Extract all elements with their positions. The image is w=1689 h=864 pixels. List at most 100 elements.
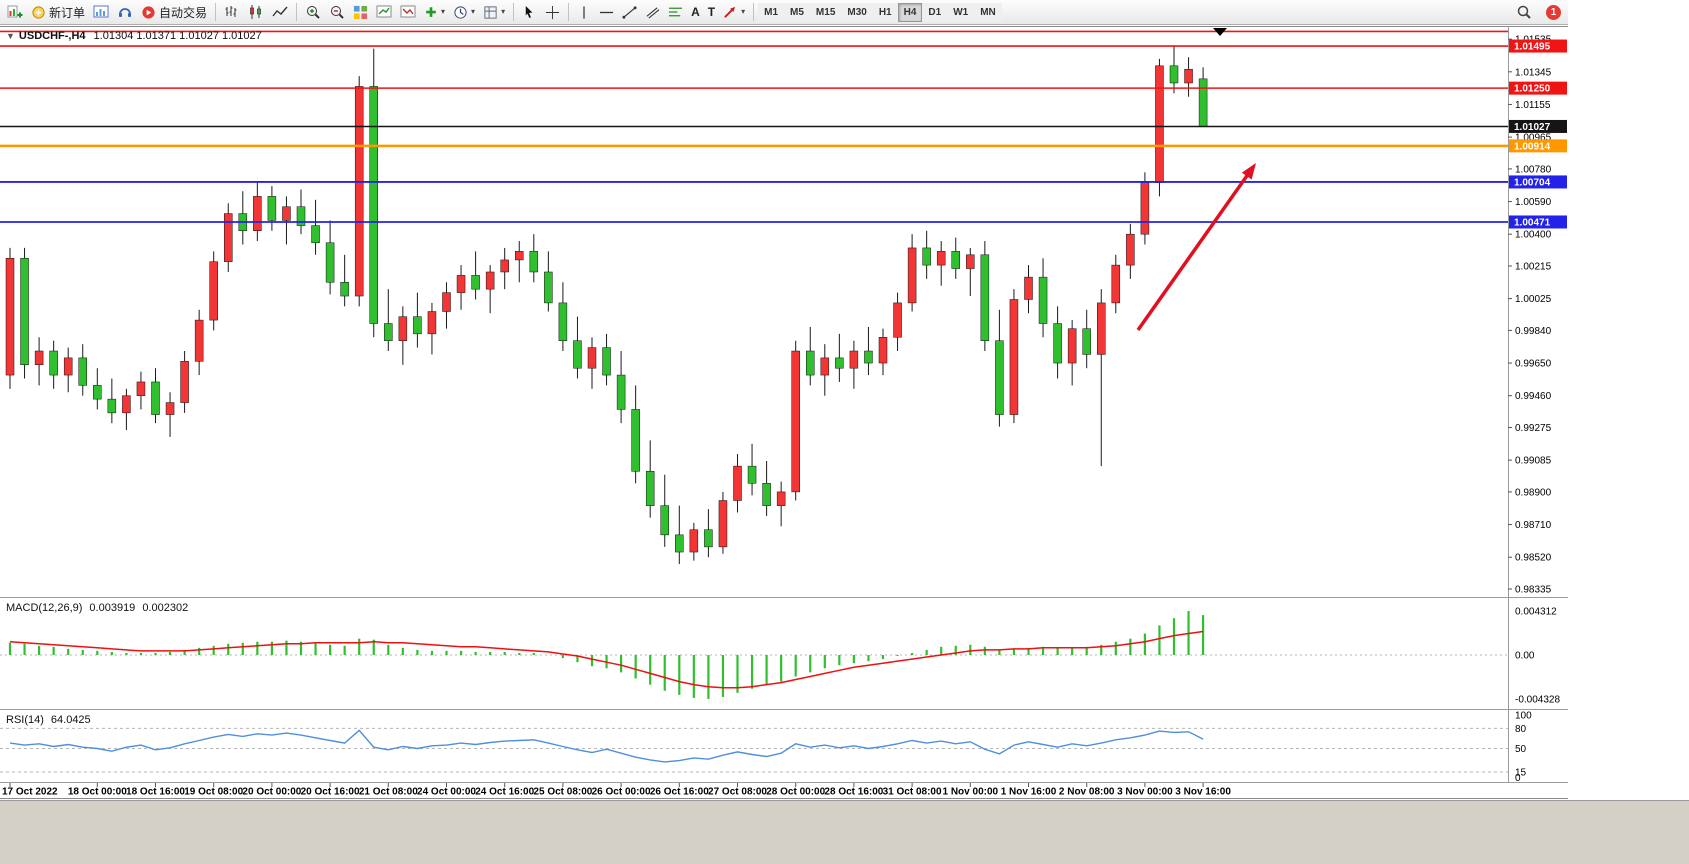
mt4-window: 新订单 自动交易 <box>0 0 1568 800</box>
chart-frame <box>0 26 1568 800</box>
svg-text:1.01027: 1.01027 <box>1514 122 1551 133</box>
svg-text:1.00965: 1.00965 <box>1515 133 1552 144</box>
timeframe-m1-button[interactable]: M1 <box>758 2 785 22</box>
trendline-button[interactable] <box>618 2 641 23</box>
collapse-icon[interactable]: ▼ <box>6 31 15 41</box>
search-button[interactable] <box>1512 2 1536 23</box>
chevron-down-icon: ▾ <box>471 7 476 16</box>
timeframe-h1-button[interactable]: H1 <box>872 2 898 22</box>
data-window-icon <box>400 4 416 20</box>
svg-text:0.00: 0.00 <box>1515 651 1535 662</box>
horizontal-line-icon <box>599 5 614 20</box>
svg-text:1.01155: 1.01155 <box>1515 100 1551 111</box>
bar-chart-button[interactable] <box>220 2 244 23</box>
down-triangle-marker[interactable] <box>1213 28 1227 36</box>
order-icon <box>31 5 46 20</box>
timeframe-m15-button[interactable]: M15 <box>809 2 842 22</box>
rsi-label: RSI(14) <box>6 714 44 726</box>
zoom-out-button[interactable] <box>325 2 349 23</box>
arrow-object-icon <box>723 5 738 20</box>
svg-text:17 Oct 2022: 17 Oct 2022 <box>2 787 58 798</box>
svg-text:20 Oct 00:00: 20 Oct 00:00 <box>242 787 301 798</box>
indicator-chart-icon <box>376 4 392 20</box>
macd-main-value: 0.003919 <box>89 602 136 614</box>
svg-text:0.99840: 0.99840 <box>1515 326 1552 337</box>
toolbar: 新订单 自动交易 <box>0 0 1568 25</box>
timeframe-mn-button[interactable]: MN <box>974 2 1002 22</box>
autotrade-button[interactable]: 自动交易 <box>137 2 211 23</box>
time-axis[interactable]: 17 Oct 2022 18 Oct 00:00 18 Oct 16:00 19 Oc… <box>2 783 1231 798</box>
new-order-button[interactable]: 新订单 <box>27 2 89 23</box>
timeframe-m30-button[interactable]: M30 <box>841 2 873 22</box>
macd-pane: 0.004312 0.00 -0.004328 <box>0 606 1560 706</box>
indicators-window-button[interactable] <box>372 2 396 23</box>
svg-text:25 Oct 08:00: 25 Oct 08:00 <box>533 787 592 798</box>
period-button[interactable]: ▾ <box>449 2 479 23</box>
timeframe-w1-button[interactable]: W1 <box>947 2 975 22</box>
svg-text:24 Oct 00:00: 24 Oct 00:00 <box>417 787 476 798</box>
crosshair-button[interactable] <box>541 2 564 23</box>
chevron-down-icon: ▾ <box>741 7 746 16</box>
svg-text:0.99650: 0.99650 <box>1515 359 1552 370</box>
tile-windows-button[interactable] <box>349 2 372 23</box>
svg-text:28 Oct 00:00: 28 Oct 00:00 <box>766 787 825 798</box>
price-axis[interactable]: 1.015351.013451.011551.009651.007801.005… <box>1508 35 1552 596</box>
toolbar-separator <box>513 3 515 21</box>
search-icon <box>1516 4 1532 20</box>
price-line-label <box>1509 81 1567 95</box>
symbol-period-label: USDCHF-,H4 <box>18 30 86 42</box>
price-chart-canvas[interactable]: 1.015351.013451.011551.009651.007801.005… <box>0 26 1568 800</box>
zoom-out-icon <box>329 4 345 20</box>
candlestick-chart-button[interactable] <box>244 2 268 23</box>
line-chart-button[interactable] <box>268 2 292 23</box>
notification-badge[interactable]: 1 <box>1546 4 1561 20</box>
svg-text:1.00914: 1.00914 <box>1514 141 1551 152</box>
crosshair-icon <box>545 5 560 20</box>
svg-text:1.00215: 1.00215 <box>1515 261 1552 272</box>
ohlc-values: 1.01304 1.01371 1.01027 1.01027 <box>93 30 262 42</box>
timeframe-m5-button[interactable]: M5 <box>784 2 810 22</box>
data-window-button[interactable] <box>396 2 420 23</box>
template-button[interactable]: ▾ <box>479 2 509 23</box>
new-chart-button[interactable] <box>3 2 27 23</box>
trend-arrow[interactable] <box>1136 163 1256 332</box>
chevron-down-icon: ▾ <box>501 7 506 16</box>
svg-text:26 Oct 16:00: 26 Oct 16:00 <box>650 787 709 798</box>
svg-text:3 Nov 00:00: 3 Nov 00:00 <box>1117 787 1173 798</box>
market-watch-button[interactable] <box>113 2 137 23</box>
fibonacci-icon <box>668 5 683 20</box>
svg-text:31 Oct 08:00: 31 Oct 08:00 <box>883 787 942 798</box>
svg-text:27 Oct 08:00: 27 Oct 08:00 <box>708 787 767 798</box>
svg-text:0.98710: 0.98710 <box>1515 520 1552 531</box>
add-indicator-button[interactable]: ▾ <box>420 2 449 23</box>
fibonacci-button[interactable] <box>664 2 687 23</box>
svg-text:1.00400: 1.00400 <box>1515 230 1552 241</box>
text-label-button[interactable]: T <box>704 2 719 23</box>
svg-text:0.98520: 0.98520 <box>1515 553 1552 564</box>
zoom-in-button[interactable] <box>301 2 325 23</box>
trendline-icon <box>622 5 637 20</box>
template-icon <box>483 5 498 20</box>
arrows-button[interactable]: ▾ <box>719 2 749 23</box>
svg-text:3 Nov 16:00: 3 Nov 16:00 <box>1175 787 1231 798</box>
toolbar-right: 1 <box>1512 2 1565 23</box>
profiles-button[interactable] <box>89 2 113 23</box>
vertical-line-button[interactable] <box>573 2 595 23</box>
svg-text:-0.004328: -0.004328 <box>1515 695 1560 706</box>
cursor-button[interactable] <box>518 2 541 23</box>
timeframe-h4-button[interactable]: H4 <box>897 2 923 22</box>
macd-header: MACD(12,26,9) 0.003919 0.002302 <box>6 602 188 614</box>
chart-window: 1.015351.013451.011551.009651.007801.005… <box>0 26 1568 800</box>
toolbar-separator <box>568 3 570 21</box>
timeframe-d1-button[interactable]: D1 <box>922 2 948 22</box>
text-button[interactable]: A <box>687 2 704 23</box>
chevron-down-icon: ▾ <box>441 7 446 16</box>
channel-button[interactable] <box>641 2 664 23</box>
svg-text:0.99275: 0.99275 <box>1515 423 1552 434</box>
workspace-background <box>0 800 1689 864</box>
svg-text:1.00704: 1.00704 <box>1514 177 1551 188</box>
svg-text:21 Oct 08:00: 21 Oct 08:00 <box>359 787 418 798</box>
horizontal-line-button[interactable] <box>595 2 618 23</box>
autotrade-icon <box>141 5 156 20</box>
macd-label: MACD(12,26,9) <box>6 602 83 614</box>
